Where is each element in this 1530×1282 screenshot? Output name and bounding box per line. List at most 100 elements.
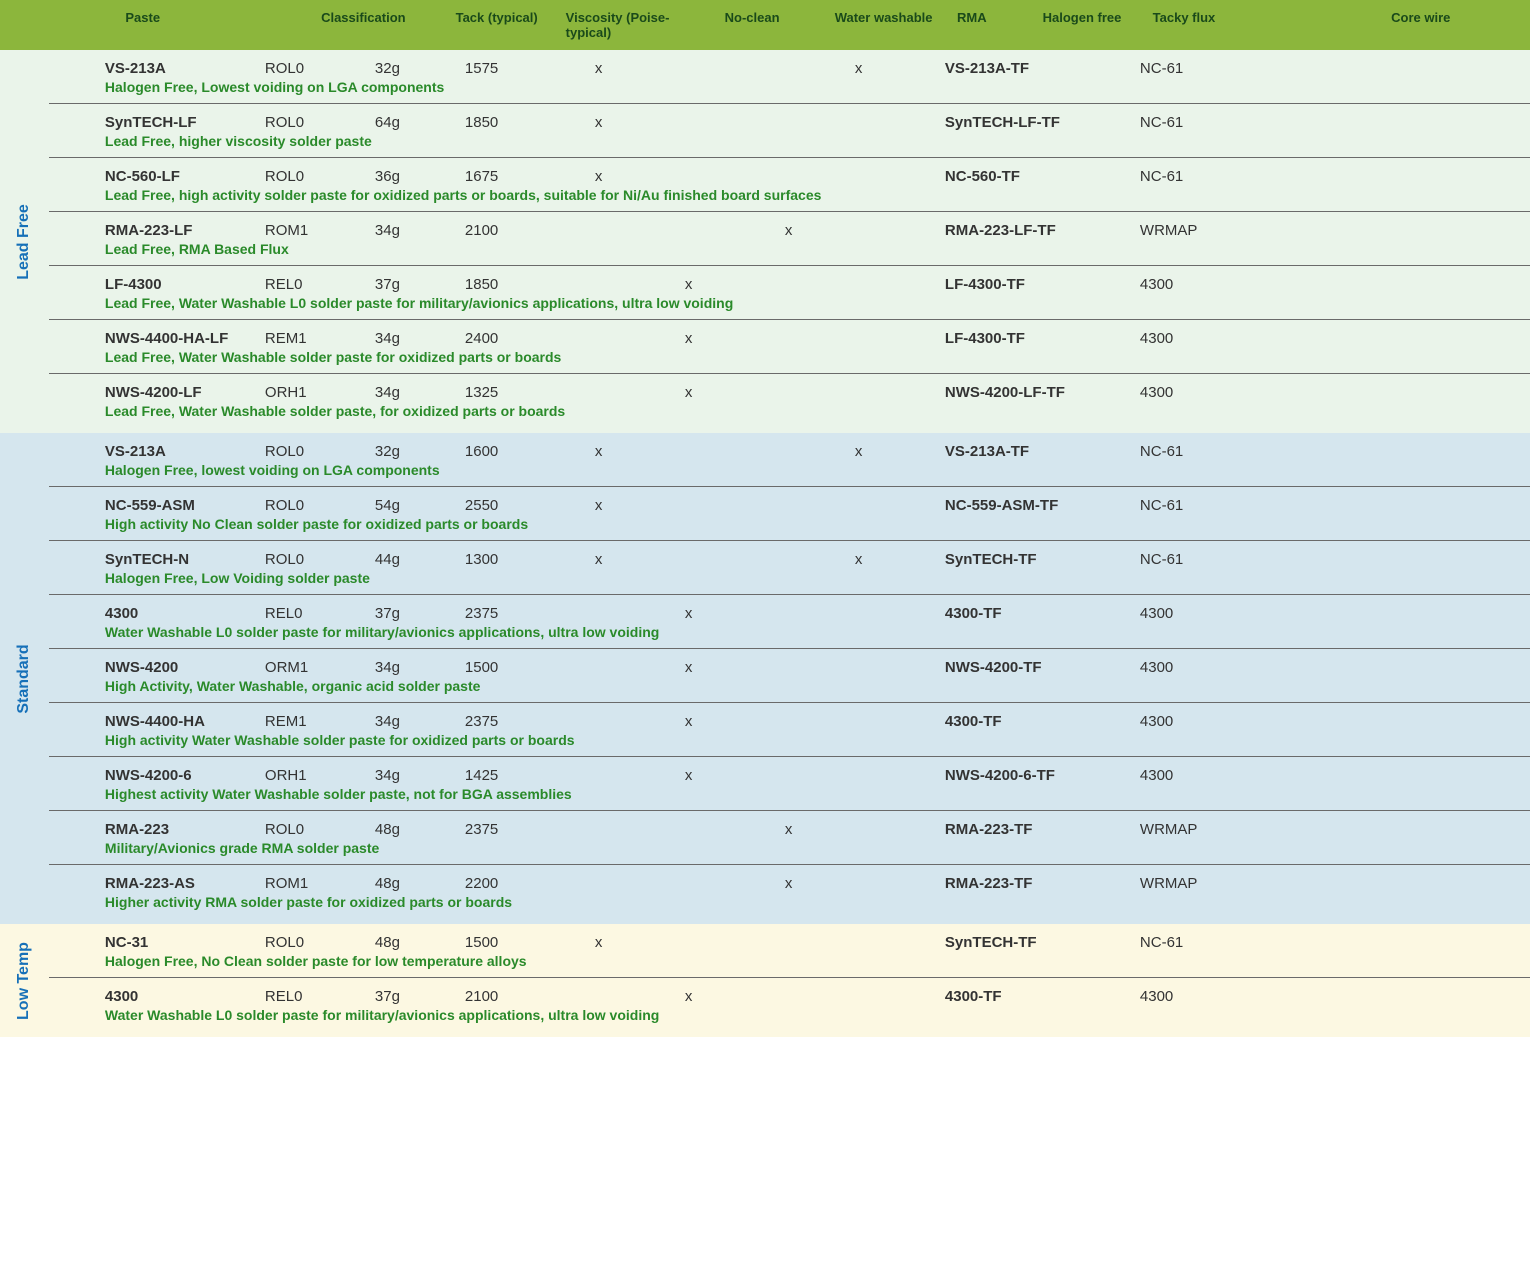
cell-paste: NC-560-LF bbox=[105, 168, 265, 187]
cell-paste: NWS-4400-HA bbox=[105, 713, 265, 732]
section-label-lead-free: Lead Free bbox=[15, 204, 33, 280]
cell-tacky-flux: RMA-223-TF bbox=[945, 875, 1140, 894]
cell-core-wire: NC-61 bbox=[1140, 934, 1260, 953]
cell-viscosity: 1500 bbox=[465, 934, 595, 953]
cell-core-wire: NC-61 bbox=[1140, 60, 1260, 79]
cell-halogen bbox=[855, 659, 945, 661]
cell-spacer bbox=[49, 497, 105, 499]
header-water: Water washable bbox=[827, 0, 949, 50]
table-row: NC-560-LFROL036g1675xNC-560-TFNC-61Lead … bbox=[49, 158, 1530, 212]
section-label-cell-lead-free: Lead Free bbox=[0, 50, 49, 433]
cell-classification: ROL0 bbox=[265, 821, 375, 840]
cell-core-wire: 4300 bbox=[1140, 988, 1260, 1007]
cell-paste: NWS-4200-LF bbox=[105, 384, 265, 403]
cell-core-wire: NC-61 bbox=[1140, 551, 1260, 570]
cell-spacer bbox=[49, 659, 105, 661]
cell-water bbox=[685, 821, 785, 823]
cell-noclean: x bbox=[595, 168, 685, 187]
header-noclean: No-clean bbox=[717, 0, 827, 50]
cell-noclean bbox=[595, 659, 685, 661]
cell-core-wire: 4300 bbox=[1140, 659, 1260, 678]
cell-water: x bbox=[685, 988, 785, 1007]
cell-spacer bbox=[49, 934, 105, 936]
cell-classification: REM1 bbox=[265, 713, 375, 732]
cell-classification: ROL0 bbox=[265, 114, 375, 133]
cell-noclean: x bbox=[595, 114, 685, 133]
cell-rma bbox=[785, 330, 855, 332]
cell-halogen bbox=[855, 114, 945, 116]
table-row: SynTECH-LFROL064g1850xSynTECH-LF-TFNC-61… bbox=[49, 104, 1530, 158]
cell-tack: 37g bbox=[375, 605, 465, 624]
cell-rma bbox=[785, 988, 855, 990]
cell-spacer bbox=[49, 605, 105, 607]
section-body-low-temp: NC-31ROL048g1500xSynTECH-TFNC-61Halogen … bbox=[49, 924, 1530, 1037]
cell-tack: 32g bbox=[375, 60, 465, 79]
cell-paste: VS-213A bbox=[105, 60, 265, 79]
cell-core-wire: 4300 bbox=[1140, 330, 1260, 349]
cell-noclean bbox=[595, 875, 685, 877]
cell-noclean: x bbox=[595, 497, 685, 516]
cell-spacer bbox=[49, 988, 105, 990]
cell-tack: 48g bbox=[375, 875, 465, 894]
cell-core-wire: NC-61 bbox=[1140, 168, 1260, 187]
cell-spacer bbox=[49, 551, 105, 553]
cell-halogen bbox=[855, 168, 945, 170]
solder-paste-table-wrapper: Paste Classification Tack (typical) Visc… bbox=[0, 0, 1530, 1037]
cell-rma bbox=[785, 605, 855, 607]
cell-tacky-flux: VS-213A-TF bbox=[945, 60, 1140, 79]
table-row: NC-31ROL048g1500xSynTECH-TFNC-61Halogen … bbox=[49, 924, 1530, 978]
cell-water bbox=[685, 114, 785, 116]
cell-core-wire: 4300 bbox=[1140, 605, 1260, 624]
cell-viscosity: 1850 bbox=[465, 276, 595, 295]
cell-viscosity: 2400 bbox=[465, 330, 595, 349]
cell-tack: 34g bbox=[375, 767, 465, 786]
cell-classification: ROL0 bbox=[265, 551, 375, 570]
table-row: RMA-223-ASROM148g2200xRMA-223-TFWRMAPHig… bbox=[49, 865, 1530, 924]
cell-spacer bbox=[49, 276, 105, 278]
cell-halogen bbox=[855, 767, 945, 769]
cell-viscosity: 1325 bbox=[465, 384, 595, 403]
cell-paste: NWS-4400-HA-LF bbox=[105, 330, 265, 349]
cell-classification: ORM1 bbox=[265, 659, 375, 678]
table-row: VS-213AROL032g1600xxVS-213A-TFNC-61Halog… bbox=[49, 433, 1530, 487]
cell-halogen bbox=[855, 605, 945, 607]
row-description: Water Washable L0 solder paste for milit… bbox=[105, 624, 1260, 648]
cell-viscosity: 1425 bbox=[465, 767, 595, 786]
cell-spacer bbox=[49, 114, 105, 116]
cell-viscosity: 2200 bbox=[465, 875, 595, 894]
cell-paste: NC-559-ASM bbox=[105, 497, 265, 516]
cell-viscosity: 2100 bbox=[465, 988, 595, 1007]
cell-paste: RMA-223-LF bbox=[105, 222, 265, 241]
row-description: Military/Avionics grade RMA solder paste bbox=[105, 840, 1260, 864]
section-body-standard: VS-213AROL032g1600xxVS-213A-TFNC-61Halog… bbox=[49, 433, 1530, 924]
cell-viscosity: 2550 bbox=[465, 497, 595, 516]
cell-halogen: x bbox=[855, 60, 945, 79]
table-row: 4300REL037g2100x4300-TF4300Water Washabl… bbox=[49, 978, 1530, 1037]
cell-halogen bbox=[855, 222, 945, 224]
cell-tack: 34g bbox=[375, 713, 465, 732]
cell-water: x bbox=[685, 384, 785, 403]
cell-tacky-flux: LF-4300-TF bbox=[945, 276, 1140, 295]
cell-core-wire: NC-61 bbox=[1140, 497, 1260, 516]
header-core: Core wire bbox=[1383, 0, 1530, 50]
section-label-cell-standard: Standard bbox=[0, 433, 49, 924]
cell-viscosity: 1600 bbox=[465, 443, 595, 462]
cell-spacer bbox=[49, 168, 105, 170]
cell-noclean: x bbox=[595, 551, 685, 570]
cell-rma bbox=[785, 168, 855, 170]
cell-tack: 34g bbox=[375, 659, 465, 678]
cell-spacer bbox=[49, 384, 105, 386]
cell-tacky-flux: NWS-4200-LF-TF bbox=[945, 384, 1140, 403]
section-standard: StandardVS-213AROL032g1600xxVS-213A-TFNC… bbox=[0, 433, 1530, 924]
cell-noclean bbox=[595, 384, 685, 386]
cell-paste: SynTECH-LF bbox=[105, 114, 265, 133]
cell-water bbox=[685, 497, 785, 499]
cell-water bbox=[685, 222, 785, 224]
cell-tacky-flux: LF-4300-TF bbox=[945, 330, 1140, 349]
cell-noclean bbox=[595, 988, 685, 990]
cell-water bbox=[685, 875, 785, 877]
cell-halogen bbox=[855, 497, 945, 499]
cell-tack: 37g bbox=[375, 276, 465, 295]
cell-tack: 48g bbox=[375, 821, 465, 840]
cell-paste: 4300 bbox=[105, 988, 265, 1007]
